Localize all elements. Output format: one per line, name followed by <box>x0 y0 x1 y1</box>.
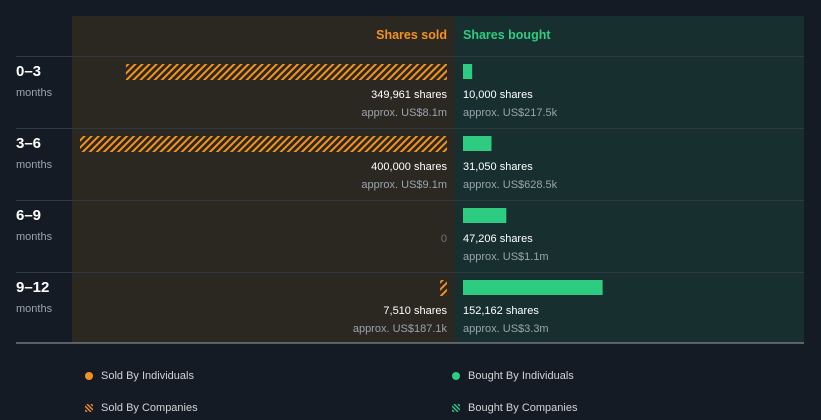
legend-sold-companies: Sold By Companies <box>85 402 198 414</box>
period-unit: months <box>16 231 53 243</box>
bought-value-label: approx. US$1.1m <box>463 251 549 263</box>
legend-label: Bought By Companies <box>468 402 578 414</box>
bought-bar <box>463 64 473 79</box>
bought-bar <box>463 208 507 223</box>
orange-hatch-icon <box>85 404 93 412</box>
period-unit: months <box>16 303 53 315</box>
legend-bought-individuals: Bought By Individuals <box>452 370 574 382</box>
period-unit: months <box>16 87 53 99</box>
sold-bar <box>440 280 447 296</box>
sold-value-label: approx. US$9.1m <box>361 179 447 191</box>
sold-shares-label: 349,961 shares <box>371 89 447 101</box>
legend-bought-companies: Bought By Companies <box>452 402 577 414</box>
bought-bar <box>463 136 492 151</box>
header-shares-sold: Shares sold <box>376 28 447 42</box>
sold-shares-label: 400,000 shares <box>371 161 447 173</box>
legend-sold-individuals: Sold By Individuals <box>85 370 194 382</box>
bought-bar <box>463 280 603 295</box>
green-hatch-icon <box>452 404 460 412</box>
period-label: 6–9 <box>16 207 41 224</box>
bought-shares-label: 10,000 shares <box>463 89 533 101</box>
sold-bar <box>80 136 447 152</box>
bought-value-label: approx. US$217.5k <box>463 107 558 119</box>
orange-dot-icon <box>85 372 93 380</box>
sold-shares-label: 0 <box>441 233 447 245</box>
green-dot-icon <box>452 372 460 380</box>
period-label: 0–3 <box>16 63 41 80</box>
period-unit: months <box>16 159 53 171</box>
legend-label: Bought By Individuals <box>468 370 574 382</box>
period-label: 9–12 <box>16 279 49 296</box>
sold-bar <box>125 64 448 80</box>
legend-label: Sold By Individuals <box>101 370 194 382</box>
header-shares-bought: Shares bought <box>463 28 551 42</box>
insider-trading-chart: Shares sold Shares bought 0–3 months 349,9… <box>16 16 804 344</box>
chart-rows: 0–3 months 349,961 shares approx. US$8.1m 10… <box>16 56 804 335</box>
legend: Sold By Individuals Bought By Individual… <box>0 360 821 420</box>
bought-shares-label: 47,206 shares <box>463 233 533 245</box>
period-label: 3–6 <box>16 135 41 152</box>
bought-value-label: approx. US$628.5k <box>463 179 558 191</box>
sold-shares-label: 7,510 shares <box>383 305 447 317</box>
legend-label: Sold By Companies <box>101 402 198 414</box>
sold-value-label: approx. US$8.1m <box>361 107 447 119</box>
bought-shares-label: 152,162 shares <box>463 305 539 317</box>
bought-value-label: approx. US$3.3m <box>463 323 549 335</box>
sold-value-label: approx. US$187.1k <box>353 323 448 335</box>
bought-shares-label: 31,050 shares <box>463 161 533 173</box>
